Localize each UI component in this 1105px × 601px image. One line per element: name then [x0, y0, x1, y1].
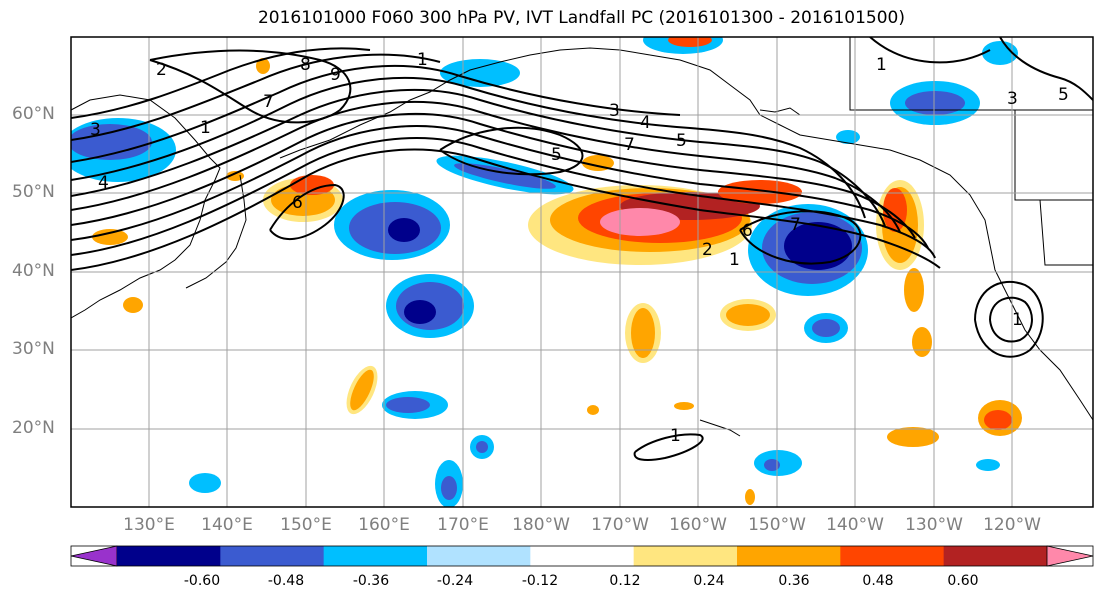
colorbar-cell: [530, 546, 635, 566]
lon-label: 170°E: [437, 515, 489, 535]
lat-label: 30°N: [12, 339, 55, 359]
contour-label: 4: [640, 113, 651, 133]
graticule: [71, 37, 1093, 507]
contour-label: 3: [90, 120, 101, 140]
contour-label: 9: [330, 65, 341, 85]
contour-label: 1: [876, 55, 887, 75]
contour-label: 2: [156, 60, 167, 80]
colorbar-cell: [117, 546, 221, 566]
contour-label: 7: [790, 215, 801, 235]
lon-label: 160°W: [669, 515, 727, 535]
colorbar: [70, 545, 1094, 567]
lon-label: 140°E: [201, 515, 253, 535]
contour-label: 3: [1007, 89, 1018, 109]
colorbar-extend-low: [70, 545, 118, 567]
lon-label: 150°W: [748, 515, 806, 535]
contour-label: 1: [417, 50, 428, 70]
colorbar-cell: [737, 546, 841, 566]
lon-label: 140°W: [826, 515, 884, 535]
contour-label: 4: [98, 173, 109, 193]
contour-label: 5: [1058, 85, 1069, 105]
lon-label: 120°W: [983, 515, 1041, 535]
colorbar-tick-label: 0.12: [609, 573, 641, 589]
contour-label: 5: [551, 145, 562, 165]
contour-label: 1: [1012, 310, 1023, 330]
contour-label: 7: [263, 92, 274, 112]
colorbar-tick-label: -0.48: [267, 573, 305, 589]
lon-label: 130°W: [905, 515, 963, 535]
contour-label: 6: [742, 221, 753, 241]
colorbar-cell: [427, 546, 531, 566]
contour-label: 1: [200, 118, 211, 138]
colorbar-cell: [633, 546, 738, 566]
colorbar-tick-label: -0.60: [183, 573, 221, 589]
colorbar-tick-label: -0.36: [352, 573, 390, 589]
colorbar-tick-label: 0.24: [693, 573, 725, 589]
colorbar-outline: [70, 545, 1094, 567]
contour-label: 5: [676, 131, 687, 151]
lon-label: 150°E: [280, 515, 332, 535]
lat-label: 40°N: [12, 261, 55, 281]
contour-label: 7: [624, 135, 635, 155]
colorbar-cell: [943, 546, 1048, 566]
colorbar-cell: [323, 546, 428, 566]
lon-label: 180°W: [512, 515, 570, 535]
contour-label-group: 2 3 4 1 7 8 9 1 5 6 3 4 7 5 6 7 2 1 1 1 …: [90, 50, 1069, 446]
colorbar-cell: [220, 546, 325, 566]
colorbar-tick-label: 0.48: [862, 573, 894, 589]
map-frame: [70, 36, 1094, 508]
contour-label: 1: [729, 250, 740, 270]
contour-label: 8: [300, 55, 311, 75]
colorbar-tick-label: 0.36: [778, 573, 810, 589]
colorbar-tick-label: 0.60: [947, 573, 979, 589]
pv-contours: [71, 37, 1093, 461]
pv-shading: [71, 37, 1022, 507]
contour-label: 3: [609, 101, 620, 121]
lon-label: 130°E: [123, 515, 175, 535]
lat-label: 20°N: [12, 418, 55, 438]
lat-label: 50°N: [12, 182, 55, 202]
lat-label: 60°N: [12, 104, 55, 124]
contour-label: 1: [670, 426, 681, 446]
lon-label: 160°E: [358, 515, 410, 535]
contour-label: 2: [702, 240, 713, 260]
colorbar-extend-high: [1046, 545, 1094, 567]
contour-label: 6: [292, 193, 303, 213]
colorbar-tick-label: -0.24: [436, 573, 474, 589]
lon-label: 170°W: [591, 515, 649, 535]
map-title: 2016101000 F060 300 hPa PV, IVT Landfall…: [257, 8, 905, 28]
colorbar-tick-label: -0.12: [521, 573, 559, 589]
colorbar-cell: [840, 546, 945, 566]
